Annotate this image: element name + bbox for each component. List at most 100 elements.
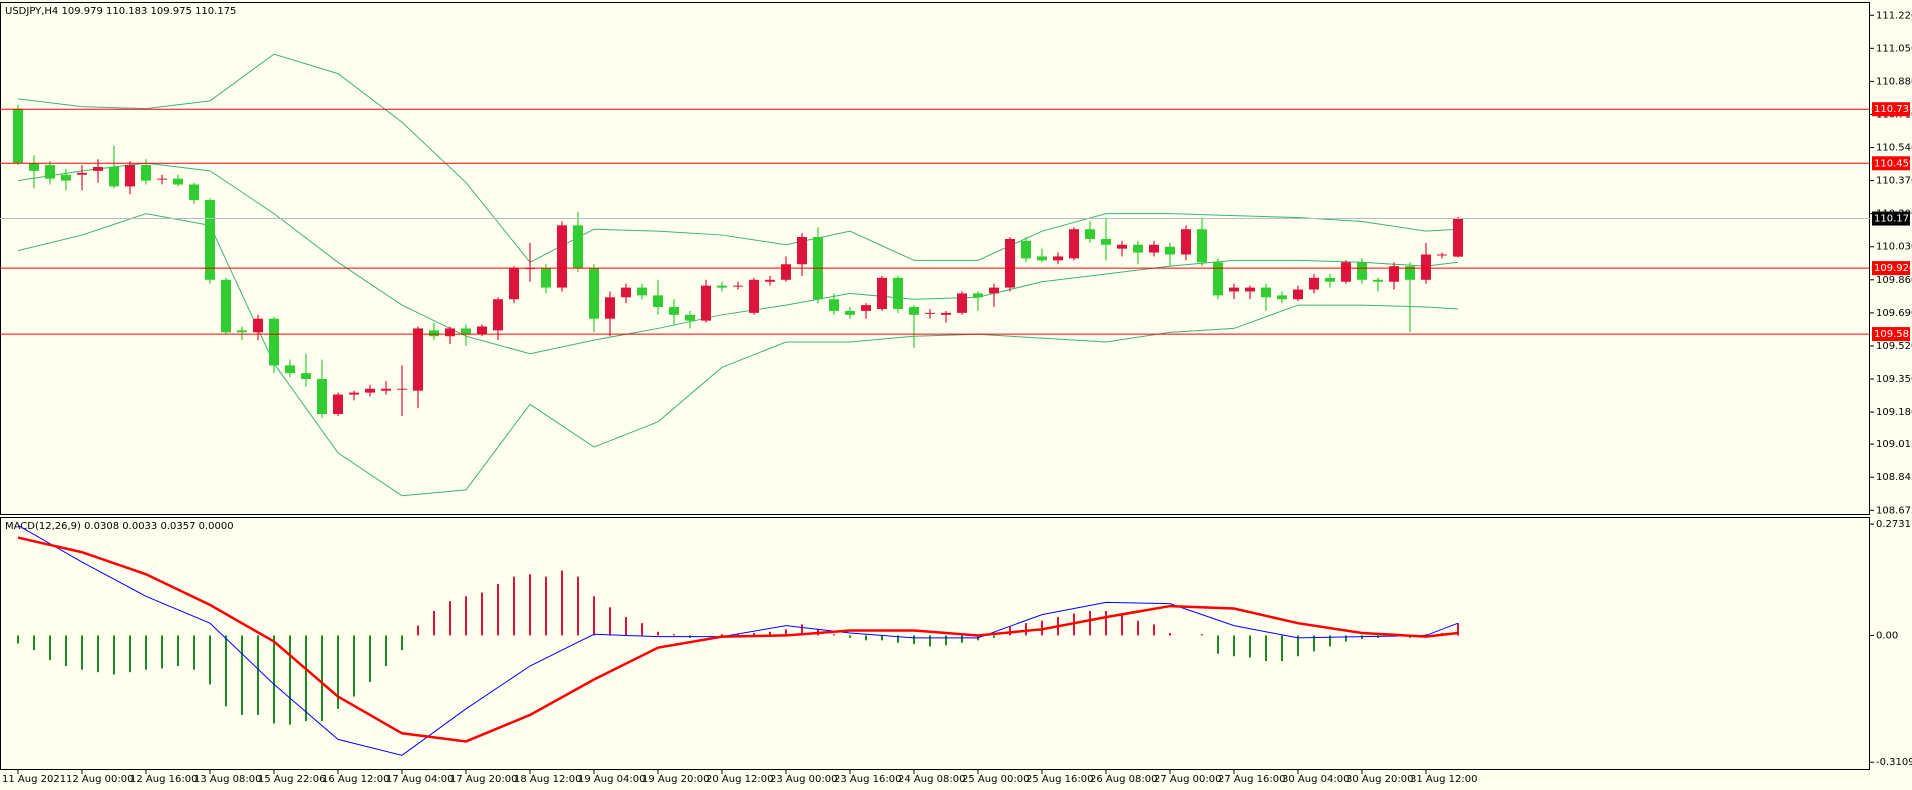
candle-body bbox=[1373, 279, 1383, 282]
candle-body bbox=[541, 268, 551, 288]
candle-body bbox=[1309, 277, 1319, 290]
candle-body bbox=[685, 314, 695, 321]
candle-body bbox=[1213, 262, 1223, 296]
candle-body bbox=[477, 326, 487, 335]
candle-body bbox=[1277, 295, 1287, 300]
candle-body bbox=[1437, 254, 1447, 256]
x-tick-label: 23 Aug 16:00 bbox=[834, 774, 901, 785]
x-tick-label: 12 Aug 16:00 bbox=[130, 774, 197, 785]
y-tick-label: -0.3109 bbox=[1876, 757, 1912, 768]
candle-body bbox=[1133, 244, 1143, 253]
candle-body bbox=[573, 225, 583, 269]
candle-body bbox=[925, 312, 935, 314]
y-tick-label: 111.050 bbox=[1876, 43, 1912, 54]
candle-body bbox=[637, 287, 647, 296]
y-tick-label: 109.180 bbox=[1876, 407, 1912, 418]
macd-main-line bbox=[17, 524, 1459, 756]
candle-body bbox=[381, 388, 391, 391]
price-level-box bbox=[1872, 156, 1910, 171]
price-level-label: 109.581 bbox=[1874, 329, 1912, 340]
y-tick-label: 108.675 bbox=[1876, 505, 1912, 516]
candle-body bbox=[45, 165, 55, 179]
candle-body bbox=[141, 165, 151, 181]
bollinger-band bbox=[17, 213, 1459, 497]
candle-body bbox=[285, 365, 295, 374]
candle-body bbox=[1005, 238, 1015, 288]
candle-body bbox=[189, 184, 199, 201]
x-tick-label: 11 Aug 2021 bbox=[2, 774, 66, 785]
candle-body bbox=[557, 225, 567, 288]
x-tick-label: 25 Aug 16:00 bbox=[1026, 774, 1093, 785]
candle-body bbox=[29, 163, 39, 171]
x-tick-label: 25 Aug 00:00 bbox=[962, 774, 1029, 785]
candle-body bbox=[1453, 218, 1463, 257]
x-tick-label: 16 Aug 12:00 bbox=[322, 774, 389, 785]
candle-body bbox=[1405, 266, 1415, 280]
y-tick-label: 0.2731 bbox=[1876, 519, 1911, 530]
candle-body bbox=[669, 307, 679, 315]
candle-body bbox=[845, 310, 855, 315]
price-level-label: 110.459 bbox=[1874, 158, 1912, 169]
candle-body bbox=[621, 287, 631, 298]
candle-body bbox=[1325, 277, 1335, 282]
candle-body bbox=[1021, 240, 1031, 259]
candle-body bbox=[429, 330, 439, 337]
x-tick-label: 17 Aug 04:00 bbox=[386, 774, 453, 785]
candle-body bbox=[1261, 287, 1271, 298]
y-tick-label: 109.015 bbox=[1876, 439, 1912, 450]
x-tick-label: 24 Aug 08:00 bbox=[898, 774, 965, 785]
candle-body bbox=[893, 277, 903, 309]
candle-body bbox=[205, 200, 215, 280]
x-tick-label: 27 Aug 00:00 bbox=[1154, 774, 1221, 785]
candle-body bbox=[173, 178, 183, 185]
y-tick-label: 109.690 bbox=[1876, 308, 1912, 319]
y-tick-label: 110.370 bbox=[1876, 176, 1912, 187]
candle-body bbox=[509, 268, 519, 300]
x-tick-label: 15 Aug 22:06 bbox=[258, 774, 325, 785]
x-tick-label: 23 Aug 00:00 bbox=[770, 774, 837, 785]
x-tick-label: 26 Aug 08:00 bbox=[1090, 774, 1157, 785]
x-tick-label: 17 Aug 20:00 bbox=[450, 774, 517, 785]
x-tick-label: 31 Aug 12:00 bbox=[1410, 774, 1477, 785]
main-panel-frame bbox=[0, 2, 1870, 515]
candle-body bbox=[909, 307, 919, 315]
candle-body bbox=[781, 264, 791, 280]
bollinger-band bbox=[17, 53, 1459, 263]
x-tick-label: 13 Aug 08:00 bbox=[194, 774, 261, 785]
candle-body bbox=[717, 285, 727, 288]
candle-body bbox=[1293, 289, 1303, 300]
y-tick-label: 0.00 bbox=[1876, 630, 1898, 641]
candle-body bbox=[1181, 229, 1191, 255]
candle-body bbox=[77, 172, 87, 175]
price-level-label: 110.737 bbox=[1874, 104, 1912, 115]
candle-body bbox=[1069, 229, 1079, 259]
candle-body bbox=[253, 318, 263, 333]
candle-body bbox=[733, 285, 743, 287]
candle-body bbox=[445, 328, 455, 337]
candle-body bbox=[877, 277, 887, 309]
macd-panel-frame bbox=[0, 517, 1870, 770]
y-tick-label: 109.350 bbox=[1876, 374, 1912, 385]
y-tick-label: 110.030 bbox=[1876, 242, 1912, 253]
candle-body bbox=[93, 166, 103, 171]
candle-body bbox=[1357, 262, 1367, 280]
y-tick-label: 109.860 bbox=[1876, 275, 1912, 286]
x-tick-label: 20 Aug 12:00 bbox=[706, 774, 773, 785]
candle-body bbox=[1037, 256, 1047, 261]
candle-body bbox=[861, 305, 871, 311]
candle-body bbox=[493, 299, 503, 331]
price-level-box bbox=[1872, 102, 1910, 117]
candle-body bbox=[829, 299, 839, 311]
candle-body bbox=[1389, 266, 1399, 282]
price-level-label: 110.175 bbox=[1874, 214, 1912, 225]
candle-body bbox=[157, 178, 167, 180]
candle-body bbox=[1421, 254, 1431, 280]
candle-body bbox=[973, 293, 983, 298]
candle-body bbox=[461, 328, 471, 335]
candle-body bbox=[957, 293, 967, 313]
candle-body bbox=[1053, 256, 1063, 261]
y-tick-label: 108.845 bbox=[1876, 472, 1912, 483]
candle-body bbox=[1149, 244, 1159, 253]
